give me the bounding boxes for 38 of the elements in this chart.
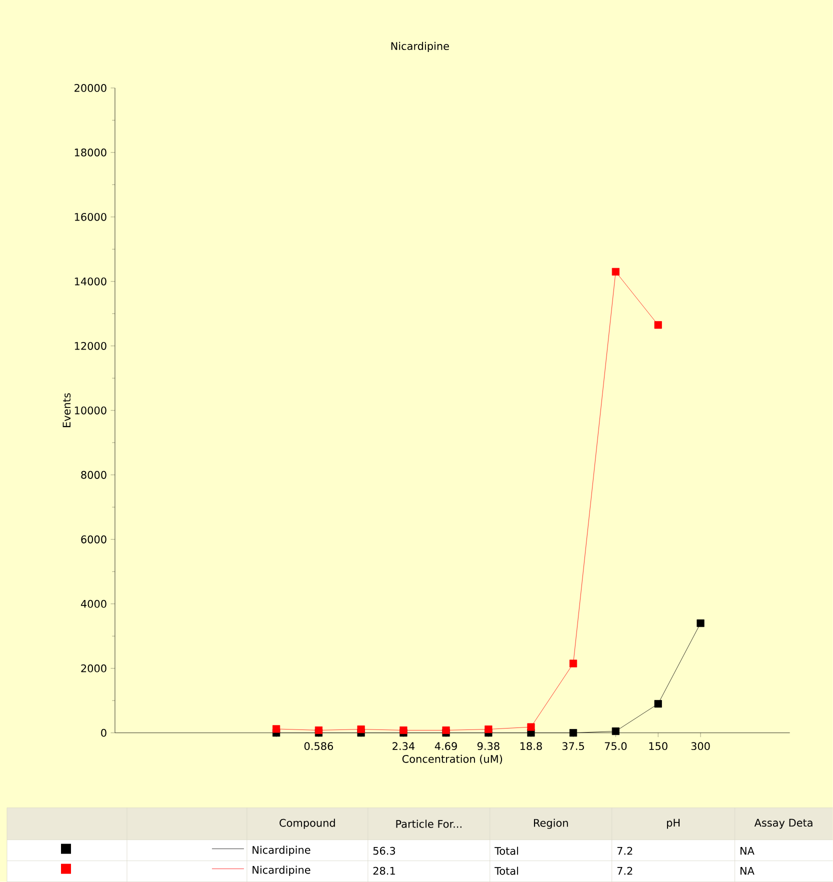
x-tick-label: 150 — [649, 742, 668, 750]
text: Total — [494, 866, 518, 875]
x-tick-label: 37.5 — [562, 742, 584, 750]
text: Total — [494, 846, 518, 855]
text: Particle For... — [396, 820, 462, 828]
y-tick-label: 18000 — [74, 148, 106, 156]
chart-title: Nicardipine — [391, 42, 449, 52]
x-tick-label: 300 — [691, 742, 710, 750]
y-tick-label: 4000 — [80, 600, 106, 608]
legend-label: Nicardipine — [252, 866, 310, 876]
x-tick-label: 75.0 — [604, 742, 627, 750]
x-tick-label: 9.38 — [477, 742, 500, 750]
text: Compound — [280, 818, 335, 829]
y-tick-label: 2000 — [81, 664, 106, 672]
y-tick-label: 6000 — [81, 535, 106, 544]
y-tick-label: 0 — [101, 728, 106, 737]
text: 7.2 — [617, 866, 632, 875]
x-tick-label: 18.8 — [520, 742, 542, 750]
y-tick-label: 16000 — [74, 212, 106, 221]
y-axis-title: Events — [62, 393, 71, 428]
y-tick-label: 10000 — [74, 406, 106, 414]
text: Region — [534, 818, 568, 829]
x-tick-label: 2.34 — [392, 742, 415, 750]
x-tick-label: 0.586 — [304, 742, 334, 750]
x-tick-label: 4.69 — [434, 742, 457, 750]
legend-label: Nicardipine — [252, 846, 310, 856]
text: pH — [667, 818, 680, 829]
x-axis-title: Concentration (uM) — [402, 754, 502, 764]
text: 28.1 — [373, 866, 395, 875]
y-tick-label: 20000 — [74, 84, 106, 92]
text: 56.3 — [373, 846, 396, 855]
y-tick-label: 8000 — [81, 470, 106, 479]
y-tick-label: 14000 — [74, 277, 106, 286]
text: Assay Deta — [754, 818, 812, 829]
text: NA — [740, 866, 754, 875]
y-tick-label: 12000 — [74, 342, 106, 350]
text: 7.2 — [617, 846, 632, 855]
text: NA — [740, 846, 754, 855]
